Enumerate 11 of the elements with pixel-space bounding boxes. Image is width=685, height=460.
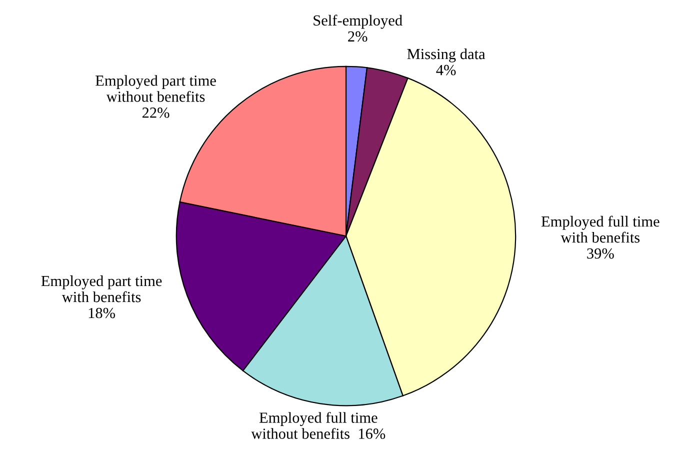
slice-label: Employed full time without benefits 16%: [251, 412, 386, 439]
slice-label: Employed part time with benefits: [41, 275, 162, 302]
data-label: 22%: [142, 108, 170, 118]
data-label: 2%: [348, 31, 368, 42]
slice-label: Employed part time without benefits: [96, 75, 216, 102]
data-label: 39%: [587, 248, 614, 259]
slice-label: Missing data: [407, 48, 486, 62]
data-label: 4%: [436, 64, 456, 76]
slice-label: Self-employed: [314, 14, 402, 29]
data-label: 18%: [88, 308, 116, 318]
slice-label: Employed full time with benefits: [541, 216, 660, 243]
